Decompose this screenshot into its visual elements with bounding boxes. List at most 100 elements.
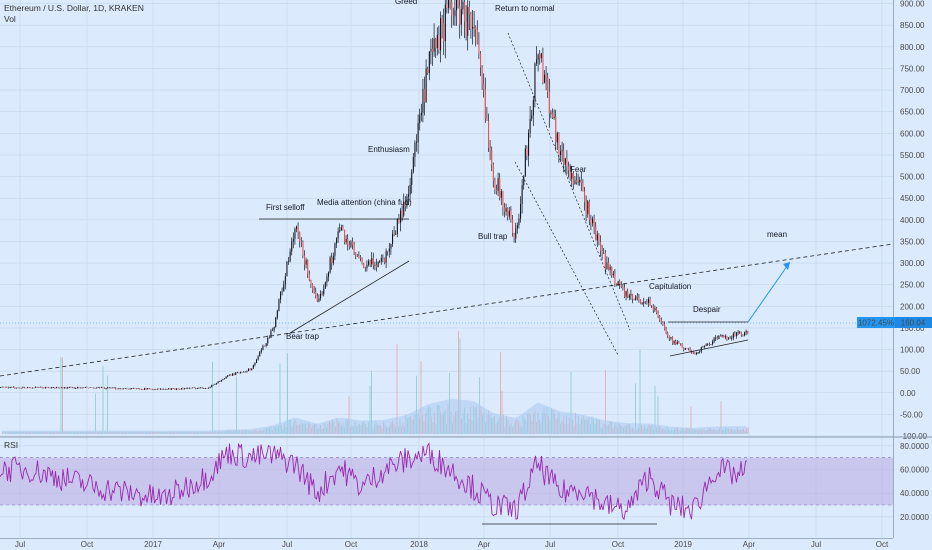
candle-body — [548, 91, 550, 114]
candle-body — [451, 1, 453, 16]
candle-body — [515, 228, 517, 239]
candle-body — [454, 10, 456, 17]
candle-body — [195, 387, 197, 389]
volume-bar — [720, 401, 722, 434]
candle-body — [241, 372, 243, 373]
candle-body — [209, 386, 211, 388]
candle-body — [604, 252, 606, 270]
candle-body — [8, 387, 10, 389]
price-tick-label: 900.00 — [900, 0, 925, 9]
candle-body — [275, 317, 277, 327]
candle-body — [289, 251, 291, 262]
candle-body — [689, 348, 691, 353]
candle-body — [128, 388, 130, 390]
candle-body — [521, 185, 523, 204]
candle-body — [145, 388, 147, 390]
candles — [0, 0, 749, 391]
candle-body — [296, 226, 298, 229]
candle-body — [440, 18, 442, 51]
candle-body — [340, 227, 342, 231]
candle-body — [363, 263, 365, 268]
candle-body — [444, 4, 446, 42]
candle-body — [185, 388, 187, 389]
candle-body — [692, 351, 694, 354]
candle-body — [259, 351, 261, 357]
candle-body — [628, 295, 630, 298]
candle-body — [555, 116, 557, 143]
candle-body — [286, 261, 288, 277]
candle-body — [651, 305, 653, 307]
price-pane — [0, 0, 893, 437]
candle-body — [264, 345, 266, 347]
candle-body — [724, 336, 726, 338]
candle-body — [670, 336, 672, 339]
candle-body — [532, 99, 534, 116]
candle-body — [310, 280, 312, 285]
candle-body — [443, 23, 445, 42]
annotation-label: Bull trap — [478, 232, 508, 241]
candle-body — [305, 260, 307, 265]
volume-bar — [501, 390, 503, 434]
candle-body — [187, 388, 189, 389]
candle-body — [265, 343, 267, 346]
candle-body — [432, 48, 434, 52]
candle-body — [344, 229, 346, 243]
volume-bar — [371, 370, 372, 434]
candle-body — [22, 387, 24, 388]
candle-body — [696, 353, 698, 354]
candle-body — [593, 218, 595, 228]
candle-body — [124, 388, 126, 389]
candle-body — [212, 384, 214, 386]
candle-body — [745, 330, 747, 333]
candle-body — [142, 389, 144, 391]
candle-body — [656, 308, 658, 313]
candle-body — [33, 387, 35, 389]
candle-body — [256, 359, 258, 363]
candle-body — [640, 299, 642, 305]
price-tick-label: 500.00 — [900, 173, 925, 182]
candle-body — [448, 0, 450, 8]
candle-body — [470, 14, 472, 29]
candle-body — [542, 53, 544, 83]
candle-body — [20, 387, 22, 389]
volume-bar — [747, 427, 749, 434]
candle-body — [326, 276, 328, 283]
candle-body — [652, 305, 654, 311]
candle-body — [230, 374, 232, 376]
candle-body — [552, 112, 554, 118]
candle-body — [67, 387, 69, 389]
candle-body — [276, 310, 278, 318]
price-tick-label: 200.00 — [900, 302, 925, 311]
candle-body — [40, 387, 42, 388]
candle-body — [216, 383, 218, 385]
candle-body — [624, 287, 626, 297]
time-tick-label: 2019 — [674, 540, 692, 549]
candle-body — [716, 337, 718, 340]
volume-bar — [95, 393, 96, 434]
candle-body — [150, 388, 152, 390]
rsi-pane — [0, 438, 893, 538]
candle-body — [491, 150, 493, 165]
candle-body — [566, 158, 568, 167]
candle-body — [137, 388, 139, 390]
volume-bar — [635, 383, 636, 434]
volume-area — [2, 398, 748, 434]
candle-body — [422, 88, 424, 113]
candle-body — [347, 238, 349, 245]
candle-body — [590, 219, 592, 224]
volume-bar — [654, 385, 656, 434]
price-tick-label: 650.00 — [900, 108, 925, 117]
candle-body — [368, 261, 370, 265]
candle-body — [681, 343, 683, 348]
candle-body — [472, 27, 474, 29]
candle-body — [390, 243, 392, 249]
candle-body — [329, 257, 331, 273]
candle-body — [356, 255, 358, 257]
volume-bar — [396, 343, 398, 434]
candle-body — [707, 344, 709, 345]
candle-body — [219, 381, 221, 382]
candle-body — [89, 387, 91, 389]
candle-body — [284, 276, 286, 285]
